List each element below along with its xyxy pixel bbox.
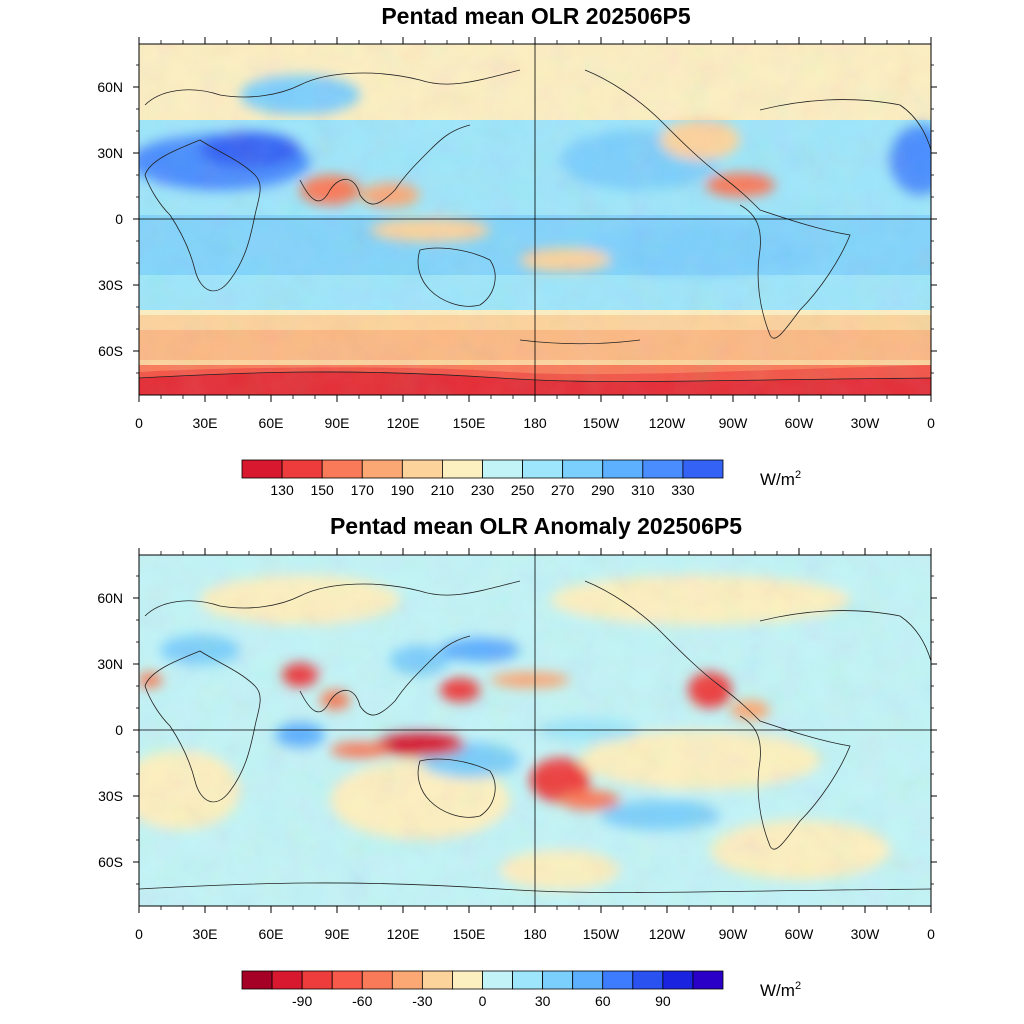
- colorbar-swatch: [361, 459, 403, 479]
- lon-tick-label: 120W: [649, 926, 686, 942]
- colorbar-swatch: [662, 970, 694, 990]
- colorbar-label: -60: [352, 993, 372, 1009]
- lon-tick-label: 0: [135, 926, 143, 942]
- lon-tick-label: 0: [927, 415, 935, 431]
- colorbar-label: 210: [431, 482, 455, 498]
- panel-1-map: [139, 44, 931, 395]
- colorbar-label: 270: [551, 482, 575, 498]
- colorbar-swatch: [512, 970, 544, 990]
- colorbar-swatch: [321, 459, 363, 479]
- colorbar-label: -30: [412, 993, 432, 1009]
- colorbar-label: 150: [310, 482, 334, 498]
- lon-tick-label: 180: [523, 926, 547, 942]
- colorbar-swatch: [572, 970, 604, 990]
- colorbar-swatch: [562, 459, 604, 479]
- lat-tick-label: 30N: [97, 656, 123, 672]
- lat-tick-label: 30S: [98, 788, 123, 804]
- lon-tick-label: 90W: [719, 926, 749, 942]
- colorbar-swatch: [271, 970, 303, 990]
- lon-tick-label: 90E: [325, 926, 350, 942]
- colorbar-swatch: [241, 970, 273, 990]
- colorbar-swatch: [301, 970, 333, 990]
- colorbar-swatch: [682, 459, 724, 479]
- lon-tick-label: 60W: [785, 415, 815, 431]
- colorbar-swatch: [522, 459, 564, 479]
- colorbar-label: 230: [471, 482, 495, 498]
- lat-tick-label: 60N: [97, 79, 123, 95]
- panel-2-coastlines: [139, 580, 931, 894]
- lon-tick-label: 150E: [453, 415, 486, 431]
- colorbar-swatch: [281, 459, 323, 479]
- lon-tick-label: 60E: [259, 926, 284, 942]
- colorbar-unit: W/m2: [760, 980, 801, 1000]
- lon-tick-label: 0: [927, 926, 935, 942]
- colorbar-swatch: [331, 970, 363, 990]
- lon-tick-label: 150W: [583, 926, 620, 942]
- lon-tick-label: 30W: [851, 926, 881, 942]
- colorbar-swatch: [401, 459, 443, 479]
- colorbar-label: 290: [591, 482, 615, 498]
- lat-tick-label: 0: [115, 722, 123, 738]
- lat-tick-label: 60S: [98, 854, 123, 870]
- colorbar-swatch: [632, 970, 664, 990]
- lat-tick-label: 60N: [97, 590, 123, 606]
- colorbar-label: 90: [655, 993, 671, 1009]
- lon-tick-label: 60W: [785, 926, 815, 942]
- colorbar-label: 310: [631, 482, 655, 498]
- lon-tick-label: 120W: [649, 415, 686, 431]
- lat-tick-label: 60S: [98, 343, 123, 359]
- lon-tick-label: 150W: [583, 415, 620, 431]
- panel-2-map: [139, 555, 931, 906]
- lon-tick-label: 30E: [193, 926, 218, 942]
- lat-tick-label: 30S: [98, 277, 123, 293]
- colorbar-label: 130: [270, 482, 294, 498]
- lon-tick-label: 120E: [387, 415, 420, 431]
- colorbar-swatch: [421, 970, 453, 990]
- colorbar-label: 190: [391, 482, 415, 498]
- lon-tick-label: 30W: [851, 415, 881, 431]
- colorbar-swatch: [602, 459, 644, 479]
- colorbar-label: 170: [351, 482, 375, 498]
- colorbar-swatch: [602, 970, 634, 990]
- colorbar-swatch: [452, 970, 483, 990]
- panel-1-title: Pentad mean OLR 202506P5: [381, 3, 691, 29]
- lat-tick-label: 0: [115, 211, 123, 227]
- panel-1-coastlines: [139, 69, 931, 383]
- lon-tick-label: 60E: [259, 415, 284, 431]
- lon-tick-label: 90W: [719, 415, 749, 431]
- panel-2-title: Pentad mean OLR Anomaly 202506P5: [329, 513, 743, 539]
- colorbar-label: 30: [535, 993, 551, 1009]
- colorbar-unit: W/m2: [760, 469, 801, 489]
- colorbar-swatch: [442, 459, 483, 479]
- colorbar-swatch: [482, 970, 513, 990]
- colorbar-swatch: [642, 459, 684, 479]
- colorbar-label: 0: [479, 993, 487, 1009]
- colorbar-label: 60: [595, 993, 611, 1009]
- colorbar-label: 250: [511, 482, 535, 498]
- colorbar-swatch: [241, 459, 283, 479]
- colorbar-label: -90: [292, 993, 312, 1009]
- colorbar-swatch: [361, 970, 393, 990]
- colorbar-swatch: [692, 970, 724, 990]
- lon-tick-label: 0: [135, 415, 143, 431]
- colorbar-swatch: [542, 970, 574, 990]
- colorbar-swatch: [391, 970, 423, 990]
- colorbar-label: 330: [671, 482, 695, 498]
- colorbar-swatch: [482, 459, 523, 479]
- lon-tick-label: 30E: [193, 415, 218, 431]
- lon-tick-label: 150E: [453, 926, 486, 942]
- lon-tick-label: 120E: [387, 926, 420, 942]
- lon-tick-label: 180: [523, 415, 547, 431]
- lon-tick-label: 90E: [325, 415, 350, 431]
- lat-tick-label: 30N: [97, 145, 123, 161]
